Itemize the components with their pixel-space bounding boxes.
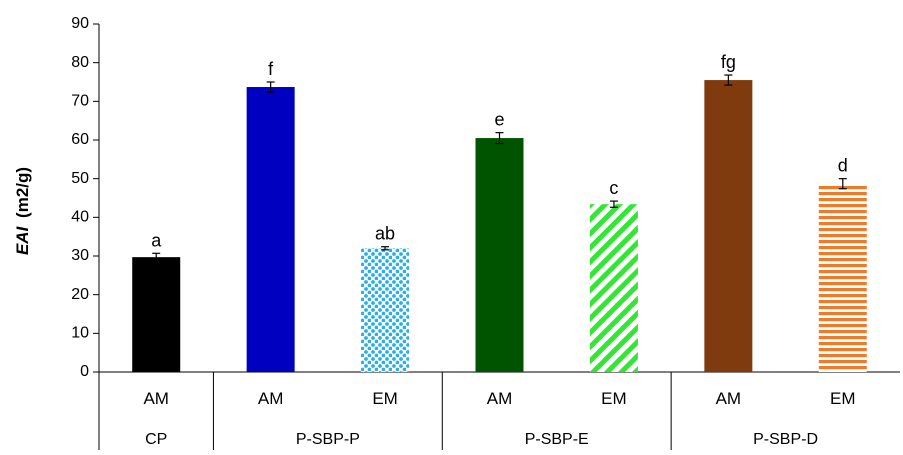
y-tick-label: 70	[71, 93, 89, 110]
y-axis-title: EAI (m2/g)	[13, 167, 32, 255]
x-group-label: P-SBP-E	[525, 431, 589, 448]
x-group-label: P-SBP-D	[753, 431, 818, 448]
x-category-label: EM	[372, 389, 398, 408]
svg-text:EAI (m2/g): EAI (m2/g)	[13, 167, 32, 255]
y-tick-label: 80	[71, 54, 89, 71]
x-group-label: CP	[145, 431, 167, 448]
y-tick-label: 40	[71, 209, 89, 226]
y-axis-title-emphasis: EAI	[13, 225, 32, 255]
y-tick-label: 30	[71, 247, 89, 264]
x-category-label: AM	[258, 389, 284, 408]
significance-label: c	[609, 178, 618, 198]
significance-label: a	[151, 230, 162, 250]
bar-p-sbp-e-em	[589, 204, 638, 372]
x-category-label: AM	[716, 389, 742, 408]
x-group-label: P-SBP-P	[296, 431, 360, 448]
significance-label: f	[268, 59, 274, 79]
x-category-label: EM	[830, 389, 856, 408]
x-category-label: AM	[143, 389, 169, 408]
y-tick-label: 90	[71, 15, 89, 32]
bar-p-sbp-p-am	[246, 87, 295, 372]
y-tick-label: 60	[71, 131, 89, 148]
y-tick-label: 10	[71, 325, 89, 342]
significance-label: ab	[375, 224, 395, 244]
y-tick-label: 50	[71, 170, 89, 187]
bar-p-sbp-d-am	[704, 80, 753, 373]
y-tick-label: 0	[80, 363, 89, 380]
y-tick-label: 20	[71, 286, 89, 303]
bar-p-sbp-d-em	[818, 183, 867, 372]
x-category-label: EM	[601, 389, 627, 408]
significance-label: e	[494, 110, 504, 130]
bar-p-sbp-p-em	[361, 248, 410, 372]
significance-label: d	[838, 156, 848, 176]
y-axis-title-unit: (m2/g)	[13, 167, 32, 218]
plot-area: 0 10 20 30 40 50 60 70 80 90 a AM f AM ab EM e AM c EM fg AM d…	[71, 15, 900, 450]
bar-cp-am	[132, 257, 181, 372]
significance-label: fg	[721, 52, 736, 72]
x-category-label: AM	[487, 389, 513, 408]
bar-p-sbp-e-am	[475, 138, 524, 372]
